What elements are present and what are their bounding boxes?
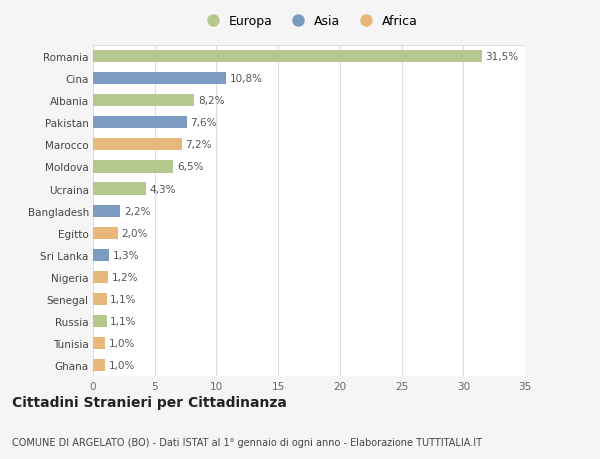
Bar [93, 249, 109, 261]
Text: 7,2%: 7,2% [185, 140, 212, 150]
Bar [93, 95, 194, 107]
Text: 2,2%: 2,2% [124, 206, 151, 216]
Text: 1,1%: 1,1% [110, 316, 137, 326]
Text: 6,5%: 6,5% [177, 162, 203, 172]
Bar [93, 315, 107, 327]
Bar [93, 271, 108, 283]
Text: 2,0%: 2,0% [121, 228, 148, 238]
Text: 4,3%: 4,3% [150, 184, 176, 194]
Bar [93, 359, 106, 371]
Text: 7,6%: 7,6% [191, 118, 217, 128]
Text: 31,5%: 31,5% [485, 52, 518, 62]
Bar [93, 293, 107, 305]
Bar [93, 139, 182, 151]
Bar [93, 337, 106, 349]
Bar [93, 183, 146, 195]
Text: Cittadini Stranieri per Cittadinanza: Cittadini Stranieri per Cittadinanza [12, 395, 287, 409]
Bar [93, 161, 173, 173]
Bar [93, 51, 482, 63]
Text: 8,2%: 8,2% [198, 96, 224, 106]
Bar [93, 117, 187, 129]
Text: 1,2%: 1,2% [112, 272, 138, 282]
Legend: Europa, Asia, Africa: Europa, Asia, Africa [196, 10, 422, 33]
Bar [93, 227, 118, 239]
Text: 1,1%: 1,1% [110, 294, 137, 304]
Bar [93, 73, 226, 85]
Text: 1,0%: 1,0% [109, 360, 136, 370]
Text: 1,3%: 1,3% [113, 250, 139, 260]
Text: 1,0%: 1,0% [109, 338, 136, 348]
Text: 10,8%: 10,8% [230, 74, 263, 84]
Text: COMUNE DI ARGELATO (BO) - Dati ISTAT al 1° gennaio di ogni anno - Elaborazione T: COMUNE DI ARGELATO (BO) - Dati ISTAT al … [12, 437, 482, 447]
Bar [93, 205, 120, 217]
